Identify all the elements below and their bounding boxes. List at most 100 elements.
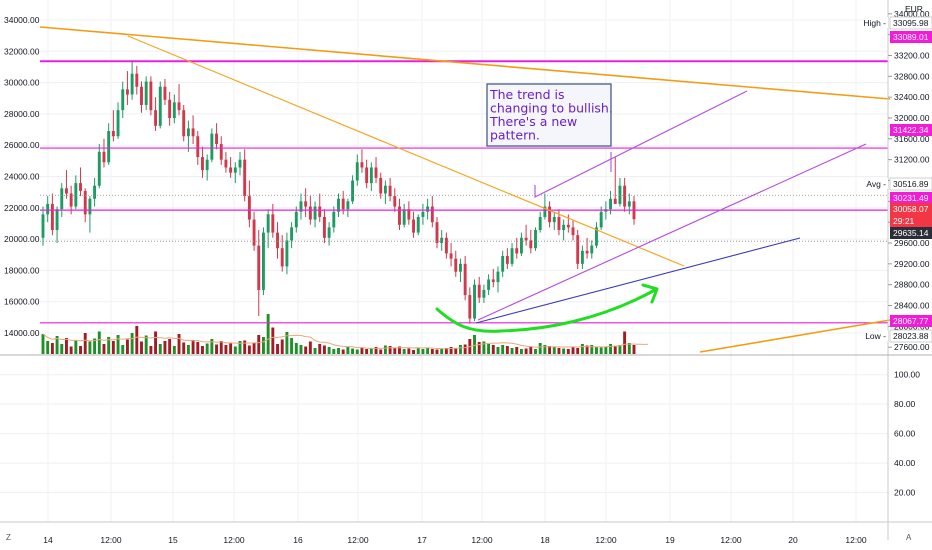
volume-bar	[83, 333, 87, 354]
volume-bar	[158, 344, 162, 354]
candle-body	[510, 248, 514, 264]
volume-bar	[290, 338, 294, 354]
price-tick-label: 31600.00	[894, 134, 930, 144]
volume-bar	[88, 341, 92, 354]
price-label-bg	[890, 192, 932, 204]
candle-body	[374, 167, 378, 178]
volume-bar	[430, 349, 434, 354]
volume-bar	[590, 345, 594, 354]
candle-body	[252, 219, 256, 246]
volume-ma-line	[42, 333, 649, 350]
volume-bar	[276, 344, 279, 354]
candle-body	[407, 209, 411, 220]
price-label-bg	[889, 329, 932, 343]
candle-body	[515, 248, 519, 254]
candle-body	[280, 248, 284, 267]
volume-bar	[135, 326, 139, 354]
price-label-prefix: Low -	[865, 331, 886, 341]
volume-bar	[355, 349, 359, 354]
candle-body	[285, 240, 289, 267]
candle-body	[477, 284, 481, 298]
candle-body	[191, 128, 195, 137]
candle-body	[74, 183, 78, 207]
volume-bar	[627, 343, 631, 354]
candle-body	[243, 159, 247, 197]
price-label-bg	[890, 124, 932, 136]
candle-body	[609, 198, 613, 210]
volume-bar	[266, 314, 270, 354]
volume-bar	[444, 348, 448, 354]
candle-body	[524, 237, 528, 241]
trend-drawings[interactable]	[39, 26, 891, 353]
candle-body	[182, 110, 186, 137]
volume-bar	[463, 344, 467, 354]
volume-bar	[102, 344, 106, 354]
candle-body	[116, 110, 120, 137]
candle-body	[111, 131, 115, 137]
candle-body	[121, 89, 125, 111]
volume-bar	[632, 345, 636, 354]
volume-bar	[435, 349, 439, 354]
candle-body	[233, 167, 237, 173]
indicator-tick-label: 80.00	[894, 399, 916, 409]
candle-body	[402, 209, 406, 225]
price-tick-label: 29200.00	[894, 259, 930, 269]
volume-bar	[388, 346, 392, 354]
channel-upper-line	[534, 90, 748, 198]
candle-body	[501, 256, 505, 272]
volume-bar	[383, 345, 387, 354]
candle-body	[576, 235, 580, 264]
grid-lines	[0, 0, 888, 522]
candle-body	[571, 227, 575, 236]
volume-bar	[271, 327, 275, 354]
volume-bar	[543, 345, 547, 354]
lower-orange-line	[699, 319, 891, 353]
volume-bar	[172, 346, 176, 354]
volume-bar	[365, 349, 369, 354]
volume-bar	[562, 348, 566, 354]
candle-body	[337, 198, 340, 212]
candle-body	[210, 133, 214, 160]
volume-bar	[454, 348, 458, 354]
candle-body	[482, 289, 486, 298]
volume-bar	[360, 347, 364, 354]
candle-body	[491, 279, 495, 283]
annotation-line: There's a new	[489, 114, 577, 129]
price-tick-label: 28400.00	[894, 301, 930, 311]
price-tick-label: 28800.00	[894, 280, 930, 290]
price-label-prefix-bg	[866, 178, 888, 189]
indicator-tick-label: 60.00	[894, 429, 916, 439]
left-axis-tick-label: 32000.00	[4, 46, 40, 56]
candle-body	[238, 159, 242, 168]
price-labels: High - 33095.98 33089.01 31422.34 Avg - 30516…	[863, 16, 932, 343]
volume-bar	[477, 342, 481, 354]
bullish-arrow-curve	[435, 288, 657, 333]
indicator-tick-label: 40.00	[894, 458, 916, 468]
candle-body	[318, 206, 322, 217]
volume-bar	[41, 334, 45, 354]
volume-bar	[505, 346, 509, 354]
candle-body	[93, 185, 97, 199]
candle-body	[140, 86, 143, 105]
volume-bar	[473, 335, 476, 354]
volume-bar	[548, 346, 552, 354]
price-label-value: 29:21	[893, 216, 915, 226]
time-tick-label: 17	[417, 535, 427, 545]
candle-body	[46, 203, 50, 215]
volume-bar	[308, 341, 312, 354]
candle-body	[468, 295, 472, 319]
candle-body	[496, 271, 500, 283]
volume-bar	[252, 343, 256, 354]
candle-body	[266, 214, 270, 233]
candle-body	[144, 81, 148, 105]
candle-body	[271, 214, 275, 233]
candle-body	[505, 256, 509, 264]
volume-bar	[74, 340, 78, 354]
volume-bar	[233, 346, 237, 354]
candle-body	[308, 206, 312, 220]
volume-bar	[182, 342, 186, 354]
time-tick-label: 12:00	[471, 535, 493, 545]
candle-body	[88, 198, 92, 215]
